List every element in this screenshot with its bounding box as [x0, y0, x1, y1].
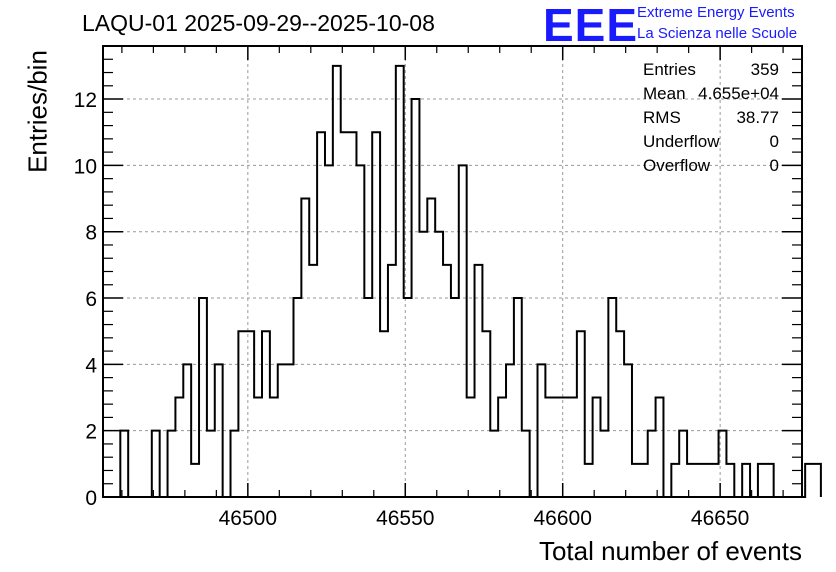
stats-box: Entries 359 Mean 4.655e+04 RMS 38.77 Und…	[641, 60, 781, 180]
histogram-series	[119, 64, 822, 498]
stats-value: 0	[769, 156, 779, 175]
x-tick-label: 46650	[691, 507, 749, 530]
y-tick-label: 2	[85, 421, 97, 444]
stats-value: 359	[750, 60, 779, 79]
stats-value: 0	[769, 132, 779, 151]
stats-label: Entries	[643, 60, 696, 79]
stats-value: 4.655e+04	[698, 84, 779, 103]
axis-ticks	[103, 46, 802, 498]
stats-label: RMS	[643, 108, 681, 127]
stats-row-mean: Mean 4.655e+04	[641, 84, 781, 108]
x-axis-label: Total number of events	[538, 536, 802, 566]
y-tick-label: 0	[85, 487, 97, 510]
y-tick-label: 8	[85, 222, 97, 245]
stats-row-underflow: Underflow 0	[641, 132, 781, 156]
logo-line-2: La Scienza nelle Scuole	[637, 25, 798, 42]
stats-value: 38.77	[736, 108, 779, 127]
y-tick-label: 12	[74, 89, 97, 112]
stats-label: Underflow	[643, 132, 720, 151]
x-tick-label: 46600	[533, 507, 591, 530]
axis-tick-labels: 46500 46550 46600 46650 0 2 4 6 8 10 12	[74, 89, 750, 530]
x-tick-label: 46550	[376, 507, 434, 530]
stats-row-rms: RMS 38.77	[641, 108, 781, 132]
y-tick-label: 10	[74, 155, 97, 178]
logo-line-1: Extreme Energy Events	[637, 4, 795, 21]
stats-row-entries: Entries 359	[641, 60, 781, 84]
y-tick-label: 6	[85, 288, 97, 311]
stats-label: Overflow	[643, 156, 711, 175]
stats-row-overflow: Overflow 0	[641, 156, 781, 180]
x-tick-label: 46500	[219, 507, 277, 530]
eee-logo: EEE	[543, 0, 639, 51]
y-tick-label: 4	[85, 354, 97, 377]
chart-title: LAQU-01 2025-09-29--2025-10-08	[82, 10, 435, 36]
y-axis-label: Entries/bin	[22, 50, 53, 173]
stats-label: Mean	[643, 84, 686, 103]
